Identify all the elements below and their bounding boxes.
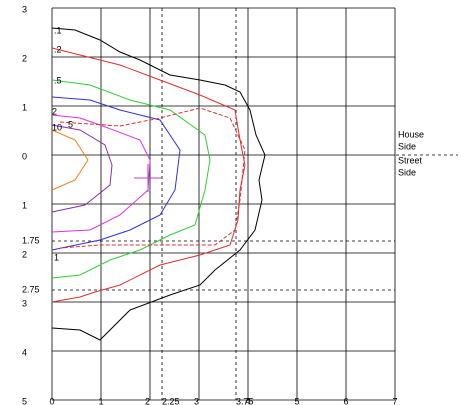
- grid: [51, 7, 458, 401]
- label: 10: [52, 122, 62, 132]
- contour: [51, 129, 89, 191]
- contour: [51, 114, 151, 233]
- label: 3: [194, 396, 199, 405]
- label: 3.75: [236, 396, 254, 405]
- label: 2: [52, 106, 57, 116]
- label: 4: [245, 396, 250, 405]
- label: 1: [22, 102, 27, 112]
- contour: [51, 79, 211, 279]
- label: Side: [398, 141, 416, 151]
- label: .1: [54, 25, 62, 35]
- label: .5: [54, 75, 62, 85]
- contour: [51, 47, 246, 303]
- contour: [59, 107, 246, 249]
- label: 0: [49, 396, 54, 405]
- contours: [51, 27, 266, 341]
- label: 2.75: [22, 284, 40, 294]
- label: 4: [22, 347, 27, 357]
- label: 1: [22, 200, 27, 210]
- label: 0: [22, 151, 27, 161]
- contour: [51, 27, 266, 341]
- label: .2: [54, 44, 62, 54]
- label: 7: [392, 396, 397, 405]
- label: 1.75: [22, 235, 40, 245]
- label: Side: [398, 167, 416, 177]
- label: 2: [145, 396, 150, 405]
- label: 3: [22, 4, 27, 14]
- contour: [51, 96, 181, 251]
- label: 5: [22, 396, 27, 405]
- label: 2: [22, 249, 27, 259]
- label: 5: [68, 119, 73, 129]
- label: 6: [343, 396, 348, 405]
- label: Street: [398, 155, 423, 165]
- contour: [51, 124, 113, 213]
- label: 3: [22, 298, 27, 308]
- label: 2.25: [162, 396, 180, 405]
- label: 5: [294, 396, 299, 405]
- label: House: [398, 129, 424, 139]
- label: 1: [54, 252, 59, 262]
- label: 1: [98, 396, 103, 405]
- label: 2: [22, 53, 27, 63]
